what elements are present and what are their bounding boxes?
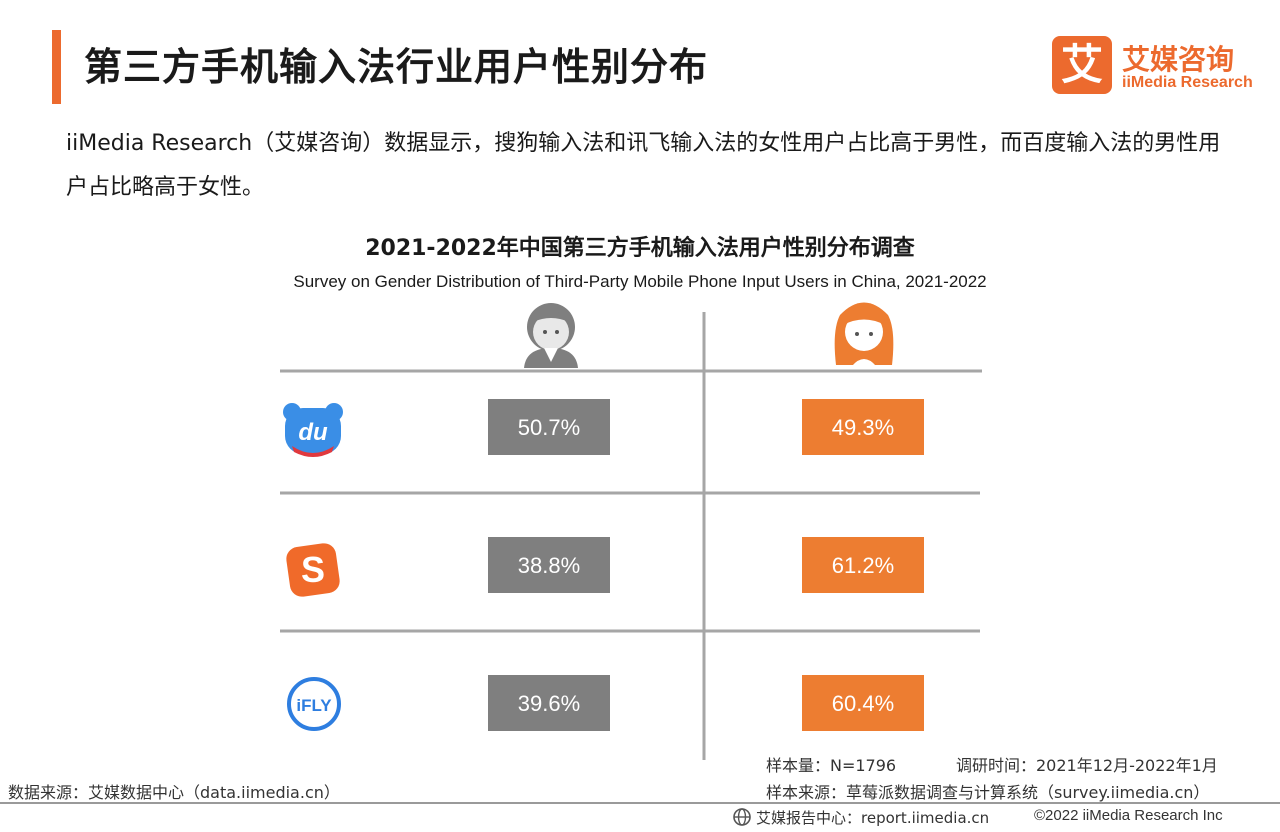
copyright: ©2022 iiMedia Research Inc <box>1034 807 1223 824</box>
female-value-cell <box>802 537 924 593</box>
page-title: 第三方手机输入法行业用户性别分布 <box>84 45 709 89</box>
data-source: 数据来源：艾媒数据中心（data.iimedia.cn） <box>8 783 340 802</box>
svg-text:iFLY: iFLY <box>296 696 332 715</box>
baidu-input-icon: du <box>283 403 343 457</box>
female-value-label: 60.4% <box>832 691 894 716</box>
sogou-input-icon: S <box>286 543 340 597</box>
sample-source: 样本来源：草莓派数据调查与计算系统（survey.iimedia.cn） <box>766 783 1210 802</box>
svg-text:du: du <box>298 419 328 446</box>
chart-title: 2021-2022年中国第三方手机输入法用户性别分布调查 <box>365 236 915 261</box>
chart-subtitle: Survey on Gender Distribution of Third-P… <box>293 272 987 291</box>
female-value-cell <box>802 399 924 455</box>
male-value-label: 38.8% <box>518 553 580 578</box>
male-value-cell <box>488 537 610 593</box>
report-center: 艾媒报告中心：report.iimedia.cn <box>756 809 990 827</box>
survey-time: 调研时间：2021年12月-2022年1月 <box>956 756 1218 775</box>
iimedia-logo: 艾 艾媒咨询 iiMedia Research <box>1052 36 1262 98</box>
female-icon <box>834 302 894 366</box>
female-value-label: 61.2% <box>832 553 894 578</box>
logo-en-text: iiMedia Research <box>1122 74 1253 91</box>
logo-cn-text: 艾媒咨询 <box>1122 43 1235 76</box>
male-value-label: 39.6% <box>518 691 580 716</box>
sample-size: 样本量：N=1796 <box>766 756 897 775</box>
logo-mark-icon: 艾 <box>1052 36 1112 94</box>
svg-text:S: S <box>301 549 325 590</box>
intro-paragraph: iiMedia Research（艾媒咨询）数据显示，搜狗输入法和讯飞输入法的女… <box>66 131 1221 200</box>
male-value-label: 50.7% <box>518 415 580 440</box>
male-value-cell <box>488 399 610 455</box>
globe-icon <box>733 808 751 826</box>
footer-divider <box>0 802 1280 804</box>
iflytek-input-icon: iFLY <box>287 677 341 731</box>
male-icon <box>524 303 578 368</box>
female-value-label: 49.3% <box>832 415 894 440</box>
male-value-cell <box>488 675 610 731</box>
title-accent-bar <box>52 30 61 104</box>
female-value-cell <box>802 675 924 731</box>
